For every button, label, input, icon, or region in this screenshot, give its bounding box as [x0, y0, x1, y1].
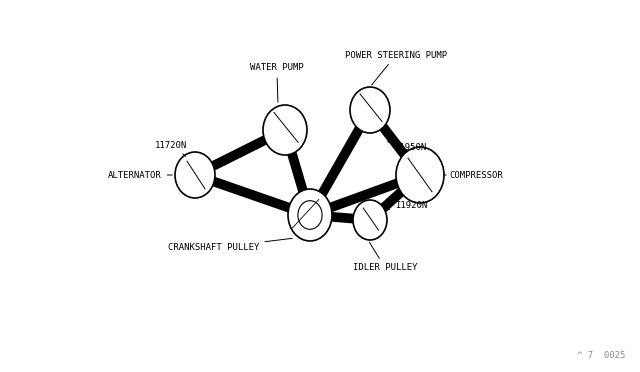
Text: COMPRESSOR: COMPRESSOR — [444, 170, 503, 180]
Text: 11720N: 11720N — [155, 141, 188, 156]
Text: ALTERNATOR: ALTERNATOR — [108, 170, 172, 180]
Ellipse shape — [396, 147, 444, 203]
Ellipse shape — [353, 200, 387, 240]
Ellipse shape — [288, 189, 332, 241]
Text: ^ 7  0025: ^ 7 0025 — [577, 351, 625, 360]
Ellipse shape — [298, 201, 322, 229]
Text: CRANKSHAFT PULLEY: CRANKSHAFT PULLEY — [168, 238, 292, 253]
Ellipse shape — [350, 87, 390, 133]
Text: IDLER PULLEY: IDLER PULLEY — [353, 243, 417, 273]
Ellipse shape — [175, 152, 215, 198]
Text: POWER STEERING PUMP: POWER STEERING PUMP — [345, 51, 447, 85]
Text: I1920N: I1920N — [387, 201, 428, 210]
Ellipse shape — [263, 105, 307, 155]
Text: 11950N: 11950N — [388, 142, 428, 153]
Text: WATER PUMP: WATER PUMP — [250, 64, 304, 102]
